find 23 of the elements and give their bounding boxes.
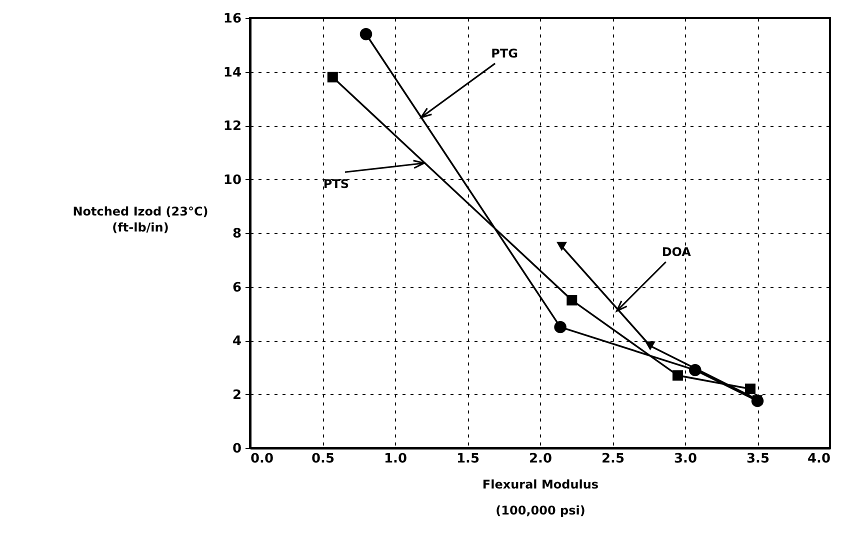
y-tick-label: 10 — [223, 172, 242, 188]
annotation: PTS — [323, 177, 349, 192]
y-tick-label: 8 — [232, 226, 242, 242]
annotation: PTG — [491, 46, 518, 60]
x-tick-label: 3.0 — [674, 452, 698, 466]
x-tick-label: 0.5 — [311, 452, 335, 466]
annotation: DOA — [662, 244, 692, 259]
y-tick-label: 4 — [232, 334, 242, 349]
y-tick-label: 14 — [223, 65, 242, 80]
x-tick-label: 3.5 — [746, 452, 770, 466]
x-tick-label: 4.0 — [807, 452, 830, 466]
x-tick-label: 1.0 — [384, 452, 408, 466]
x-tick-label: 2.5 — [601, 452, 625, 466]
y-tick-label: 16 — [223, 12, 242, 26]
y-tick-label: 2 — [232, 388, 242, 403]
y-tick-label: 12 — [223, 119, 242, 134]
y-tick-label: 0 — [232, 442, 242, 456]
x-axis-title: Flexural Modulus (100,000 psi) — [482, 478, 599, 518]
x-tick-label: 0.0 — [250, 452, 274, 466]
x-tick-label: 2.0 — [528, 452, 552, 466]
x-tick-label: 1.5 — [456, 452, 480, 466]
y-tick-label: 6 — [232, 280, 242, 296]
y-axis-title: Notched Izod (23°C) (ft-lb/in) — [72, 204, 208, 234]
